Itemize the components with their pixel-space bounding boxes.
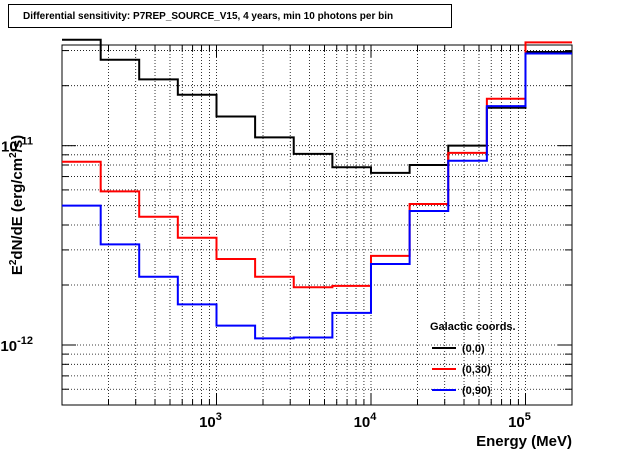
x-tick-label-exp: 4 xyxy=(370,411,377,423)
x-tick-label-base: 10 xyxy=(354,414,371,431)
y-axis-label-sup: 2 xyxy=(8,259,19,265)
y-axis-label-part: dN/dE (erg/cm xyxy=(9,158,26,260)
title-box: Differential sensitivity: P7REP_SOURCE_V… xyxy=(8,4,452,28)
y-tick-label-exp: -12 xyxy=(17,335,33,347)
series-line xyxy=(62,41,572,289)
x-tick-label-base: 10 xyxy=(199,414,216,431)
series-1 xyxy=(62,38,572,174)
legend-label: (0,0) xyxy=(462,343,485,355)
series-layer xyxy=(62,38,572,340)
x-axis-label: Energy (MeV) xyxy=(476,433,572,450)
y-tick-label: 10-11 xyxy=(1,136,33,156)
y-tick-label: 10-12 xyxy=(0,335,33,355)
series-3 xyxy=(62,52,572,340)
legend-label: (0,30) xyxy=(462,364,491,376)
chart-title: Differential sensitivity: P7REP_SOURCE_V… xyxy=(23,11,394,22)
x-tick-label: 105 xyxy=(508,411,531,431)
y-axis-label-part: E xyxy=(9,265,26,275)
legend-entry: (0,0) xyxy=(432,343,485,355)
x-tick-label-base: 10 xyxy=(508,414,525,431)
x-tick-label: 104 xyxy=(354,411,378,431)
y-axis-label-sup: 2 xyxy=(8,152,19,158)
series-line xyxy=(62,38,572,174)
x-tick-label-exp: 3 xyxy=(216,411,222,423)
legend: Galactic coords. (0,0) (0,30) (0,90) xyxy=(430,321,516,397)
y-tick-label-exp: -11 xyxy=(18,136,33,148)
legend-entry: (0,30) xyxy=(432,364,491,376)
x-tick-label-exp: 5 xyxy=(525,411,531,423)
legend-title: Galactic coords. xyxy=(430,321,516,333)
legend-label: (0,90) xyxy=(462,385,491,397)
series-line xyxy=(62,52,572,340)
x-tick-label: 103 xyxy=(199,411,222,431)
y-axis-label-part: /s) xyxy=(9,135,26,153)
y-tick-label-base: 10 xyxy=(0,338,17,355)
y-tick-label-base: 10 xyxy=(1,139,18,156)
legend-entry: (0,90) xyxy=(432,385,491,397)
series-2 xyxy=(62,41,572,289)
y-axis-label: E2dN/dE (erg/cm2/s) xyxy=(8,135,26,275)
